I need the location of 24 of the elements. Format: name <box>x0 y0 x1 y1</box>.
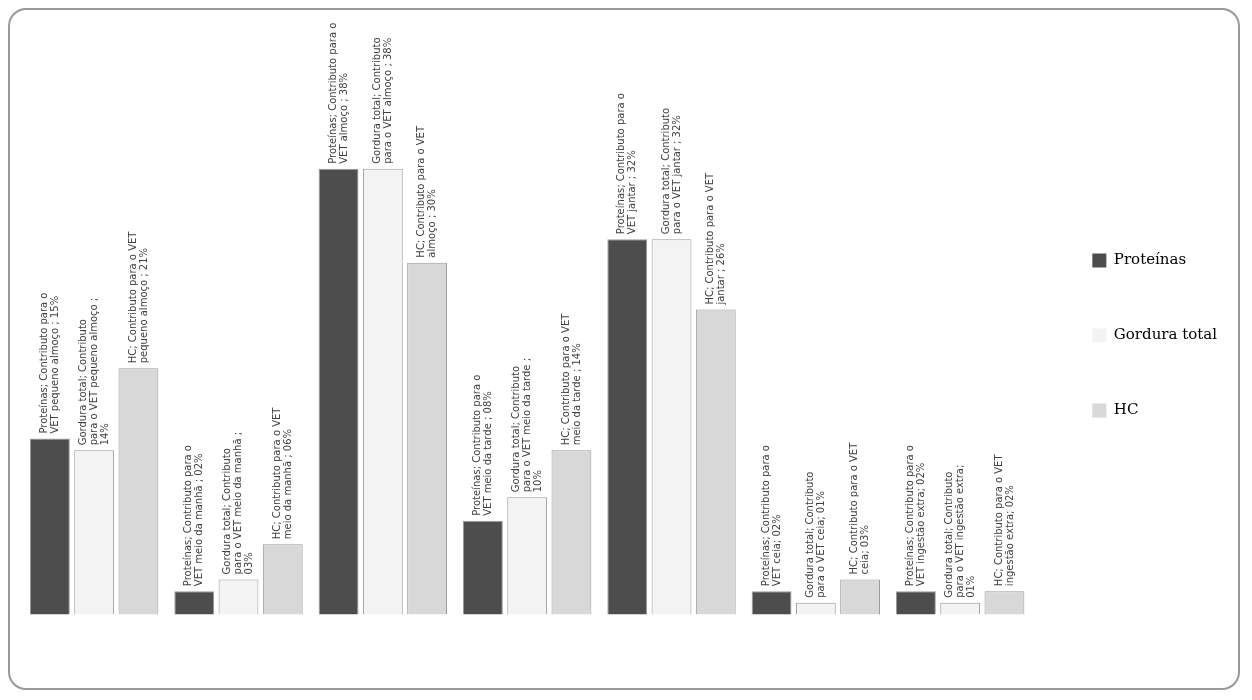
data-label: Proteínas; Contributo para o VET almoço ; 38% <box>326 22 349 164</box>
data-label: HC; Contributo para o VET almoço ; 30% <box>415 125 438 258</box>
data-label: Gordura total; Contributo para o VET meio da tarde ; 10% <box>509 357 543 493</box>
legend-label: Proteínas <box>1113 250 1187 269</box>
legend-label: Gordura total <box>1113 325 1218 344</box>
legend-label: HC <box>1113 400 1139 419</box>
data-label: HC; Contributo para o VET ceia; 03% <box>848 441 871 575</box>
data-label: Proteínas; Contributo para o VET jantar ; 32% <box>615 93 638 235</box>
data-label: Gordura total; Contributo para o VET ingestão extra; 01% <box>942 464 976 598</box>
data-label: Proteínas; Contributo para o VET pequeno almoço ; 15% <box>38 292 60 434</box>
data-label: Proteínas; Contributo para o VET meio da tarde ; 08% <box>471 374 493 516</box>
data-label: HC; Contributo para o VET pequeno almoço ; 21% <box>126 230 149 364</box>
data-label: HC; Contributo para o VET jantar ; 26% <box>703 172 726 306</box>
data-label: HC; Contributo para o VET meio da manhã ; 06% <box>270 406 293 540</box>
data-label: HC; Contributo para o VET ingestão extra; 02% <box>992 453 1015 587</box>
data-label: Gordura total; Contributo para o VET meio da manhã ; 03% <box>221 431 255 575</box>
data-label: Gordura total; Contributo para o VET jantar ; 32% <box>659 107 682 235</box>
data-label: HC; Contributo para o VET meio da tarde ; 14% <box>559 312 582 446</box>
data-label: Gordura total; Contributo para o VET ceia; 01% <box>803 471 826 598</box>
data-label: Proteínas; Contributo para o VET meio da manhã ; 02% <box>182 445 205 587</box>
data-label: Proteínas; Contributo para o VET ingestão extra; 02% <box>904 445 927 587</box>
data-label: Gordura total; Contributo para o VET almoço ; 38% <box>370 37 393 164</box>
data-label: Proteínas; Contributo para o VET ceia; 02% <box>759 445 782 587</box>
data-label: Gordura total; Contributo para o VET pequeno almoço ; 14% <box>76 297 110 446</box>
